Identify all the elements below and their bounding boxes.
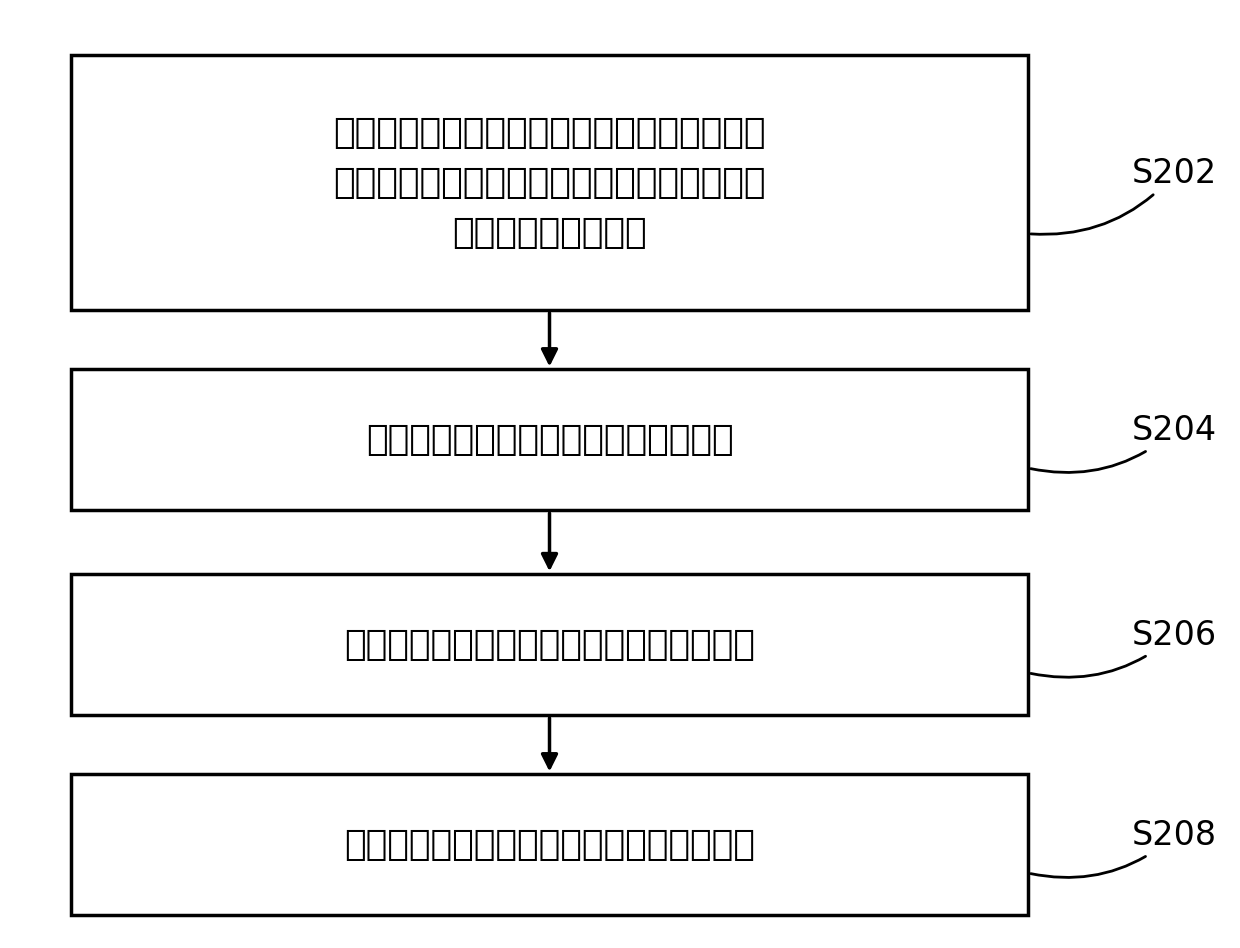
Text: 根据所述当前场景数据确定对应的风险等级: 根据所述当前场景数据确定对应的风险等级 — [343, 628, 755, 662]
Text: S206: S206 — [1030, 619, 1216, 677]
Text: S202: S202 — [1030, 157, 1218, 234]
FancyBboxPatch shape — [71, 55, 1028, 310]
FancyBboxPatch shape — [71, 370, 1028, 510]
Text: 获取所述探测组件采集的当前场景数据: 获取所述探测组件采集的当前场景数据 — [366, 423, 733, 457]
Text: S208: S208 — [1030, 819, 1216, 878]
FancyBboxPatch shape — [71, 574, 1028, 715]
FancyBboxPatch shape — [71, 775, 1028, 916]
Text: S204: S204 — [1030, 414, 1216, 472]
Text: 根据所述风险等级，响应所述尾门控制指令: 根据所述风险等级，响应所述尾门控制指令 — [343, 828, 755, 862]
Text: 接收到尾门控制指令，向探测组件发送探测指
令；所述探测指令用于控制所述探测组件采集
尾门的当前场景数据: 接收到尾门控制指令，向探测组件发送探测指 令；所述探测指令用于控制所述探测组件采… — [334, 116, 766, 250]
